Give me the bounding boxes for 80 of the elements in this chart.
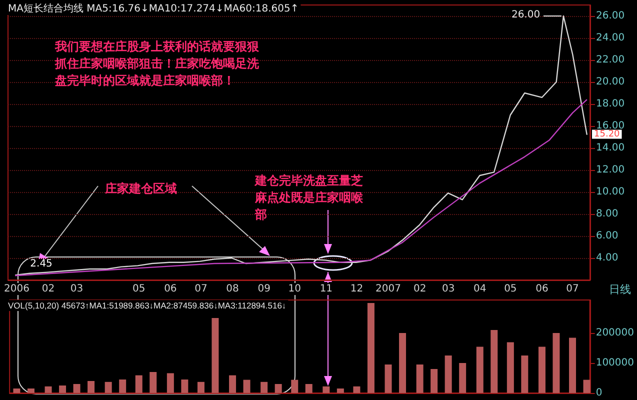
bar bbox=[552, 333, 560, 393]
x-tick-label: 2006 bbox=[4, 284, 30, 294]
bar bbox=[135, 375, 142, 393]
bar bbox=[506, 342, 514, 393]
x-tick-label: 03 bbox=[70, 284, 84, 294]
x-tick-label: 02 bbox=[42, 284, 55, 294]
bar bbox=[260, 382, 268, 393]
chart-title: VOL(5,10,20) 45673↑MA1:51989.863↓MA2:87459.836↓MA3:112894.516↓ bbox=[8, 300, 286, 310]
bar bbox=[88, 381, 95, 393]
bar bbox=[384, 364, 392, 393]
y-tick-label: 4.00 bbox=[596, 252, 618, 264]
bar bbox=[229, 375, 236, 393]
annotation: 建仓完毕洗盘至量芝麻点处既是庄家咽喉部 bbox=[254, 174, 364, 222]
annotation: 15.20 bbox=[594, 129, 620, 140]
bar bbox=[119, 380, 126, 393]
x-tick-label: 06 bbox=[164, 284, 177, 294]
x-tick-label: 10 bbox=[288, 284, 301, 294]
x-tick-label: 07 bbox=[566, 284, 579, 294]
annotation: 我们要想在庄股身上获利的话就要狠狠抓住庄家咽喉部狙击！庄家吃饱喝足洗盘完毕时的区域就是庄家咽喉部！ bbox=[54, 40, 260, 88]
x-tick-label: 08 bbox=[226, 284, 239, 294]
bar bbox=[274, 384, 282, 393]
bar bbox=[336, 388, 344, 393]
bar bbox=[166, 373, 174, 393]
bar bbox=[353, 386, 360, 393]
chart-title: MA短长结合均线 MA5:16.76↓MA10:17.274↓MA60:18.605↑ bbox=[8, 2, 299, 14]
bar bbox=[416, 364, 424, 393]
x-tick-label: 03 bbox=[442, 284, 455, 294]
annotation: 庄家建仓区域 bbox=[104, 182, 177, 196]
y-tick-label: 10.00 bbox=[596, 186, 625, 198]
annotation: 2.45 bbox=[30, 258, 52, 270]
y-tick-label: 24.00 bbox=[596, 32, 625, 44]
bar bbox=[104, 382, 112, 393]
bar bbox=[27, 388, 34, 393]
x-tick-label: 12 bbox=[350, 284, 364, 294]
text: 日线 bbox=[609, 283, 631, 296]
y-tick-label: 8.00 bbox=[596, 208, 618, 220]
y-tick-label: 20.00 bbox=[596, 76, 625, 88]
bar bbox=[459, 363, 466, 393]
x-tick-label: 07 bbox=[194, 284, 208, 294]
bar bbox=[73, 384, 80, 393]
x-tick-label: 02 bbox=[413, 284, 426, 294]
x-tick-label: 11 bbox=[320, 284, 333, 294]
bar bbox=[444, 356, 452, 393]
x-tick-label: 05 bbox=[504, 284, 517, 294]
bar bbox=[569, 338, 576, 393]
bar bbox=[197, 382, 204, 393]
y-tick-label: 16.00 bbox=[596, 120, 625, 132]
bar bbox=[305, 384, 312, 393]
bar bbox=[243, 380, 250, 393]
bar bbox=[430, 369, 438, 393]
y-tick-label: 12.00 bbox=[596, 164, 625, 176]
bar bbox=[367, 303, 374, 393]
y-tick-label: 26.00 bbox=[596, 10, 625, 22]
x-tick-label: 09 bbox=[258, 284, 270, 294]
bar bbox=[150, 372, 157, 393]
y-tick-label: 22.00 bbox=[596, 54, 625, 66]
bar bbox=[13, 388, 20, 393]
bar bbox=[538, 346, 546, 393]
y-tick-label: 200000 bbox=[596, 328, 634, 338]
x-tick-label: 06 bbox=[536, 284, 548, 294]
bar bbox=[181, 380, 188, 393]
bar bbox=[476, 346, 484, 393]
line-series bbox=[14, 99, 588, 276]
bar bbox=[59, 386, 66, 393]
y-tick-label: 0 bbox=[596, 388, 602, 398]
bar bbox=[399, 333, 406, 393]
y-tick-label: 6.00 bbox=[596, 230, 618, 242]
y-tick-label: 100000 bbox=[596, 358, 634, 368]
x-tick-label: 2007 bbox=[376, 284, 401, 294]
bar bbox=[212, 318, 219, 393]
bar bbox=[490, 330, 498, 393]
x-tick-label: 04 bbox=[474, 284, 486, 294]
bar bbox=[291, 380, 298, 393]
y-tick-label: 18.00 bbox=[596, 98, 625, 110]
y-tick-label: 14.00 bbox=[596, 142, 625, 154]
bar bbox=[583, 380, 590, 393]
bar bbox=[521, 356, 528, 393]
x-tick-label: 05 bbox=[132, 284, 146, 294]
annotation: 26.00 bbox=[511, 10, 540, 20]
bar bbox=[44, 386, 52, 393]
